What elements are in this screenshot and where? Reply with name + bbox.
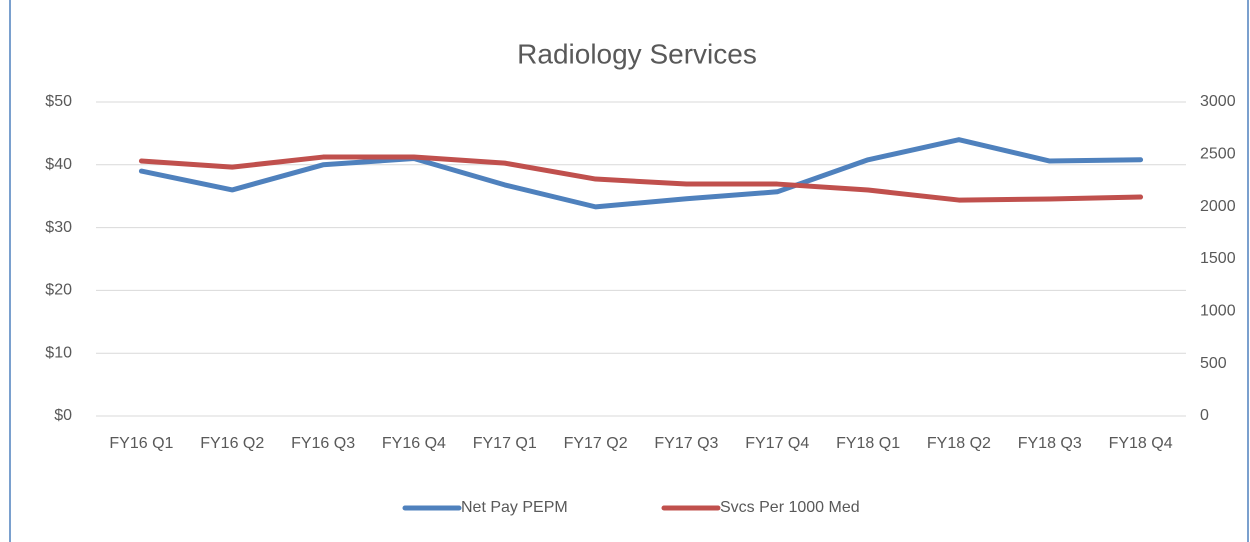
x-tick-label: FY16 Q1 (109, 435, 173, 452)
line-series (138, 154, 1144, 203)
chart-title: Radiology Services (517, 38, 757, 69)
y-tick-label: $50 (45, 93, 72, 110)
x-tick-label: FY18 Q2 (927, 435, 991, 452)
y-tick-label: $30 (45, 219, 72, 236)
y-tick-label: $10 (45, 344, 72, 361)
y2-tick-label: 0 (1200, 407, 1209, 424)
y2-tick-label: 1000 (1200, 303, 1236, 320)
x-tick-label: FY16 Q2 (200, 435, 264, 452)
x-tick-label: FY16 Q3 (291, 435, 355, 452)
x-tick-label: FY17 Q3 (654, 435, 718, 452)
x-tick-label: FY18 Q1 (836, 435, 900, 452)
legend-label: Net Pay PEPM (461, 499, 568, 516)
y-tick-label: $0 (54, 407, 72, 424)
x-tick-label: FY18 Q3 (1018, 435, 1082, 452)
line-series (138, 137, 1144, 210)
y2-tick-label: 3000 (1200, 93, 1236, 110)
y2-tick-label: 2000 (1200, 198, 1236, 215)
y-tick-label: $20 (45, 282, 72, 299)
y2-tick-label: 2500 (1200, 146, 1236, 163)
x-tick-label: FY17 Q1 (473, 435, 537, 452)
x-tick-label: FY18 Q4 (1109, 435, 1173, 452)
x-tick-label: FY16 Q4 (382, 435, 446, 452)
chart-frame (9, 0, 1249, 542)
y2-tick-label: 500 (1200, 355, 1227, 372)
y-tick-label: $40 (45, 156, 72, 173)
x-tick-label: FY17 Q4 (745, 435, 809, 452)
y2-tick-label: 1500 (1200, 250, 1236, 267)
legend-label: Svcs Per 1000 Med (720, 499, 860, 516)
x-tick-label: FY17 Q2 (564, 435, 628, 452)
